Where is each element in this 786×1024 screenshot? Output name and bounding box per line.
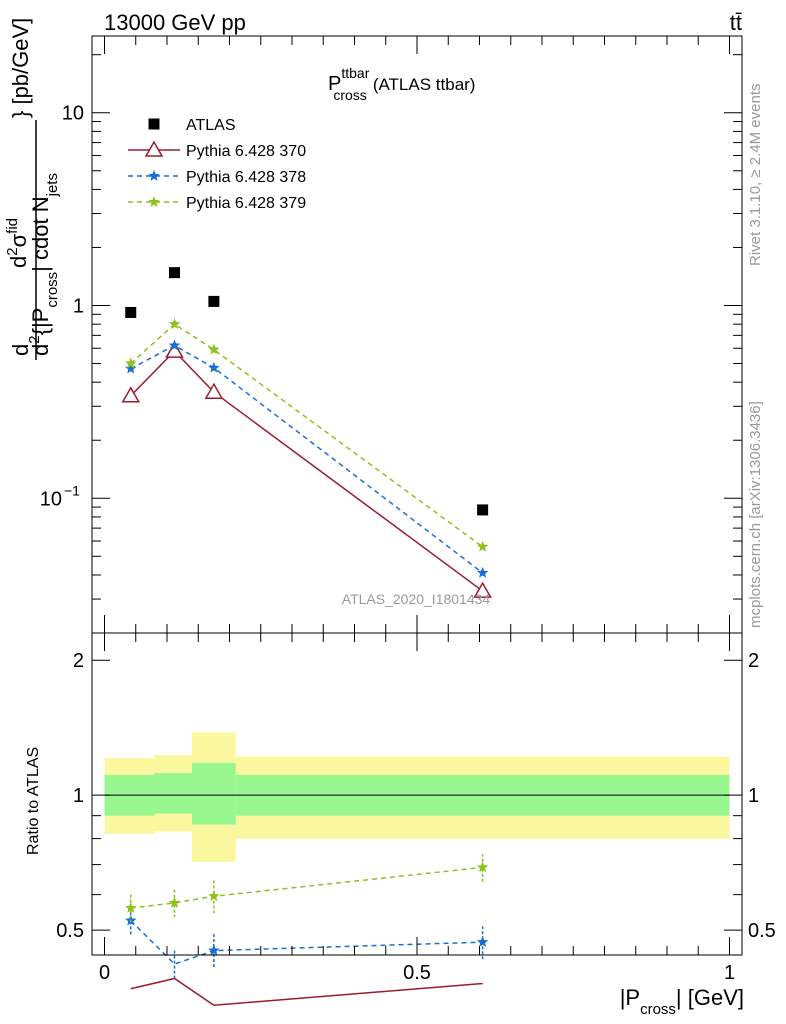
- series-pythia-370: [121, 341, 492, 1006]
- rivet-label: Rivet 3.1.10, ≥ 2.4M events: [747, 84, 764, 267]
- ratio-point: [208, 944, 220, 956]
- axis-ticks: [92, 36, 742, 955]
- y-axis-label-main: d d2σfid d2{|Pcross| cdot Njets } [pb/Ge…: [4, 18, 61, 360]
- ratio-y-tick-label-right: 1: [748, 785, 759, 807]
- legend-marker: [148, 118, 160, 130]
- ratio-band-inner: [154, 773, 192, 814]
- data-point: [169, 267, 180, 279]
- x-tick-label: 0: [99, 962, 110, 984]
- data-point: [476, 566, 489, 578]
- data-point: [208, 295, 220, 307]
- data-point: [208, 361, 220, 373]
- legend-marker: [144, 140, 164, 157]
- ratio-line-pythia-379: [130, 866, 483, 909]
- data-series: [121, 267, 492, 1006]
- y-axis-label-ratio: Ratio to ATLAS: [25, 747, 42, 855]
- data-point: [165, 341, 184, 358]
- series-line-pythia-370: [130, 350, 484, 592]
- ratio-y-tick-label-left: 0.5: [56, 920, 84, 942]
- analysis-label: ATLAS_2020_I1801434: [342, 591, 491, 607]
- ratio-y-tick-label-left: 1: [73, 785, 84, 807]
- y-label-denominator: d2{|Pcross| cdot Njets: [26, 173, 61, 356]
- mcplots-label: mcplots.cern.ch [arXiv:1306.3436]: [747, 401, 764, 628]
- data-point: [473, 581, 492, 598]
- legend-label: ATLAS: [186, 117, 236, 134]
- x-tick-label: 1: [724, 962, 735, 984]
- main-y-tick-label: 10: [62, 103, 84, 125]
- legend-item-pythia-379: Pythia 6.428 379: [128, 195, 306, 212]
- main-y-tick-exponent: −1: [64, 482, 80, 498]
- legend: ATLAS Pythia 6.428 370 Pythia 6.428 378 Pyt…: [128, 117, 306, 212]
- ratio-point: [125, 902, 137, 913]
- ratio-y-tick-label-left: 2: [73, 650, 84, 672]
- y-label-units: } [pb/GeV]: [8, 18, 33, 118]
- legend-label: Pythia 6.428 379: [186, 195, 306, 212]
- data-point: [476, 540, 489, 552]
- ratio-point: [476, 861, 489, 873]
- x-axis-label: |Pcross| [GeV]: [620, 985, 744, 1018]
- ratio-uncertainty-bands: [104, 732, 730, 862]
- data-point: [477, 504, 489, 516]
- data-point: [204, 382, 224, 399]
- series-line-pythia-378: [130, 344, 484, 574]
- ratio-point: [168, 896, 181, 908]
- data-point: [125, 306, 137, 318]
- ratio-y-tick-label-right: 2: [748, 650, 759, 672]
- y-label-d: d: [8, 344, 33, 356]
- x-tick-label: 0.5: [403, 962, 431, 984]
- main-y-tick-label: 10: [40, 488, 62, 510]
- ratio-y-tick-label-right: 0.5: [748, 920, 776, 942]
- legend-item-pythia-378: Pythia 6.428 378: [128, 169, 306, 186]
- energy-label: 13000 GeV pp: [104, 10, 246, 35]
- data-point: [125, 357, 137, 369]
- ratio-line-pythia-370: [130, 977, 483, 1006]
- series-line-pythia-379: [130, 323, 484, 548]
- series-atlas: [125, 267, 489, 516]
- legend-marker: [148, 170, 160, 181]
- ratio-line-pythia-378: [130, 920, 483, 965]
- legend-label: Pythia 6.428 370: [186, 143, 306, 160]
- legend-label: Pythia 6.428 378: [186, 169, 306, 186]
- legend-item-pythia-370: Pythia 6.428 370: [128, 140, 306, 160]
- data-point: [121, 386, 141, 403]
- legend-marker: [148, 196, 160, 207]
- data-point: [168, 318, 181, 330]
- ratio-band-inner: [192, 762, 236, 825]
- main-y-tick-label: 1: [73, 295, 84, 317]
- series-pythia-378: [125, 339, 489, 979]
- legend-item-atlas: ATLAS: [148, 117, 236, 134]
- ratio-point: [208, 890, 220, 902]
- process-label: tt̄: [730, 10, 742, 35]
- data-point: [125, 362, 137, 374]
- plot-title: Pttbar cross(ATLAS ttbar): [328, 65, 475, 103]
- y-label-numerator: d2σfid: [4, 218, 31, 268]
- data-point: [208, 343, 220, 355]
- ratio-point: [476, 936, 489, 948]
- data-point: [168, 339, 181, 351]
- series-pythia-379: [125, 318, 489, 923]
